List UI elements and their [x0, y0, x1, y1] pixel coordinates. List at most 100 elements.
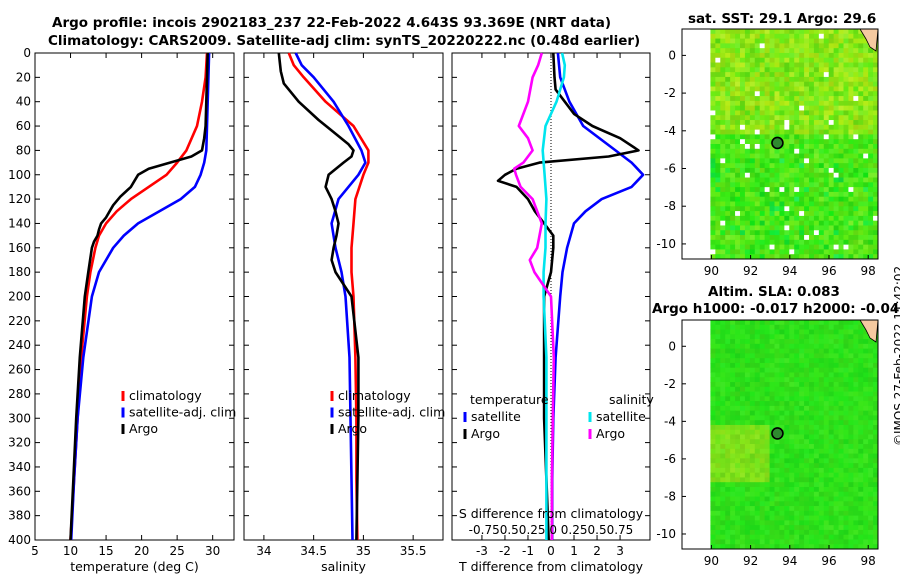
map-cell — [710, 324, 716, 330]
map-cell — [784, 410, 790, 416]
map-cell — [749, 201, 756, 207]
map-cell — [828, 520, 835, 526]
map-cell — [710, 153, 716, 159]
map-cell — [725, 525, 731, 531]
map-cell — [853, 29, 859, 35]
map-cell — [710, 544, 716, 550]
map-cell — [789, 91, 795, 97]
map-cell — [774, 467, 780, 474]
map-cell — [769, 153, 775, 159]
map-cell — [833, 477, 839, 483]
map-cell — [744, 424, 751, 431]
map-cell — [848, 358, 854, 364]
map-cell — [828, 386, 835, 392]
map-cell — [828, 182, 835, 188]
map-cell — [868, 382, 874, 388]
map-cell — [749, 153, 756, 159]
temperature-axes-box — [34, 52, 235, 541]
map-cell — [735, 353, 741, 359]
map-cell — [749, 362, 756, 369]
map-cell — [720, 220, 726, 226]
map-cell — [853, 544, 859, 550]
map-cell — [764, 225, 770, 231]
map-cell — [735, 120, 741, 126]
map-cell — [848, 472, 854, 478]
map-cell — [838, 382, 844, 388]
map-cell — [843, 129, 849, 135]
map-cell — [833, 401, 839, 407]
map-cell — [799, 491, 805, 497]
map-cell — [818, 105, 825, 111]
map-cell — [754, 105, 761, 111]
map-cell — [725, 81, 731, 87]
map-cell — [833, 230, 839, 236]
map-cell — [833, 391, 839, 397]
map-cell — [809, 206, 815, 212]
map-cell — [848, 76, 854, 83]
map-cell — [853, 334, 859, 340]
map-cell — [868, 367, 874, 373]
map-cell — [858, 134, 864, 140]
map-cell — [828, 191, 835, 198]
map-cell — [868, 520, 874, 526]
map-cell — [744, 472, 751, 478]
map-cell — [739, 496, 746, 502]
map-cell — [853, 434, 859, 440]
x-tick-label: 15 — [98, 544, 113, 558]
map-cell — [754, 110, 761, 116]
map-cell — [873, 91, 879, 97]
map-cell — [725, 444, 731, 450]
map-cell — [828, 29, 835, 35]
map-cell — [843, 444, 849, 450]
map-cell — [759, 343, 766, 350]
map-cell — [710, 448, 716, 454]
map-cell — [818, 320, 825, 326]
map-cell — [848, 496, 854, 502]
map-cell — [720, 477, 726, 483]
map-cell — [858, 163, 864, 169]
map-cell — [818, 477, 825, 483]
map-cell — [764, 544, 770, 550]
map-cell — [873, 86, 879, 92]
figure-title-line1: Argo profile: incois 2902183_237 22-Feb-… — [52, 15, 612, 31]
map-cell — [754, 81, 761, 87]
map-cell — [794, 405, 800, 412]
map-cell — [794, 144, 800, 150]
map-cell — [739, 334, 746, 340]
map-cell — [779, 444, 785, 450]
map-cell — [868, 254, 874, 260]
map-cell — [809, 362, 815, 369]
map-cell — [715, 343, 721, 350]
map-cell — [818, 115, 825, 121]
map-cell — [813, 491, 820, 497]
map-cell — [730, 249, 736, 255]
map-cell — [730, 211, 736, 217]
map-cell — [725, 235, 731, 241]
map-cell — [868, 343, 874, 350]
map-cell — [858, 472, 864, 478]
map-cell — [720, 57, 726, 63]
map-cell — [804, 81, 810, 87]
map-cell — [725, 91, 731, 97]
map-cell — [715, 182, 721, 188]
map-cell — [769, 67, 775, 73]
map-cell — [833, 491, 839, 497]
map-cell — [764, 420, 770, 426]
map-cell — [843, 405, 849, 412]
map-cell — [809, 405, 815, 412]
map-cell — [779, 72, 785, 78]
map-cell — [818, 196, 825, 202]
map-cell — [735, 38, 741, 44]
map-cell — [739, 29, 746, 35]
map-cell — [769, 148, 775, 154]
map-cell — [744, 510, 751, 516]
map-cell — [769, 434, 775, 440]
map-cell — [818, 343, 825, 350]
map-cell — [823, 100, 830, 107]
map-cell — [715, 187, 721, 193]
map-cell — [848, 52, 854, 59]
map-cell — [863, 81, 869, 87]
map-cell — [843, 48, 849, 54]
map-cell — [730, 48, 736, 54]
map-cell — [823, 148, 830, 154]
